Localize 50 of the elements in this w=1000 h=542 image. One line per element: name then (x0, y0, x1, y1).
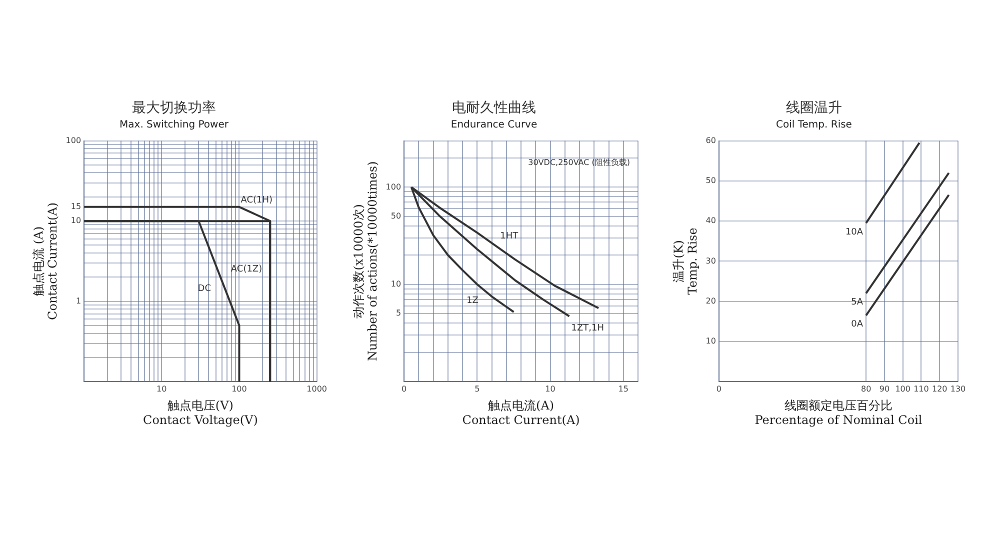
chart-subtitle: Max. Switching Power (120, 119, 230, 130)
y-tick-label: 60 (706, 136, 716, 145)
y-tick-label: 50 (706, 176, 716, 186)
y-axis-title: 触点电流 (A) Contact Current(A) (31, 202, 60, 320)
x-tick-label: 15 (618, 384, 628, 394)
x-tick-label: 130 (950, 384, 966, 394)
chart-title: 电耐久性曲线 (452, 100, 536, 116)
x-axis-title: 触点电流(A) Contact Current(A) (462, 398, 580, 427)
x-axis-title: 线圈额定电压百分比 Percentage of Nominal Coil (754, 398, 922, 427)
series-label: 0A (851, 320, 864, 330)
x-tick-label: 10 (156, 384, 167, 394)
x-tick-label: 100 (895, 384, 910, 394)
y-tick-label: 50 (390, 212, 402, 221)
y-axis-title: 动作次数(x10000次) Number of actions(*10000times) (351, 161, 380, 362)
y-tick-label: 5 (396, 308, 402, 318)
x-tick-label: 110 (914, 384, 929, 394)
y-tick-label: 15 (70, 202, 82, 212)
series-label: DC (198, 284, 211, 294)
series-label: 5A (851, 298, 864, 308)
series-label: 1ZT,1H (571, 324, 604, 334)
x-tick-label: 120 (932, 384, 948, 394)
annotation: 30VDC,250VAC (阻性负载) (528, 158, 630, 167)
x-axis-title: 触点电压(V) Contact Voltage(V) (143, 398, 258, 427)
y-tick-label: 30 (706, 256, 716, 266)
series-label: 1HT (500, 231, 519, 242)
y-tick-label: 40 (706, 216, 716, 226)
x-tick-label: 0 (716, 384, 722, 394)
y-tick-label: 1 (76, 296, 82, 306)
series-label: 10A (845, 227, 864, 238)
x-tick-label: 100 (232, 384, 247, 394)
y-tick-label: 100 (386, 182, 402, 192)
y-tick-label: 10 (390, 279, 402, 288)
y-axis-title: 温升(K) Temp. Rise (671, 228, 700, 295)
x-tick-label: 1000 (306, 384, 327, 394)
y-tick-label: 100 (66, 136, 82, 145)
chart-subtitle: Endurance Curve (450, 119, 538, 130)
x-tick-label: 5 (474, 384, 480, 394)
chart-title: 最大切换功率 (132, 100, 216, 116)
x-tick-label: 0 (402, 384, 407, 394)
x-tick-label: 90 (879, 384, 890, 394)
y-tick-label: 10 (70, 216, 82, 226)
series-label: 1Z (466, 296, 478, 306)
x-tick-label: 10 (545, 384, 556, 394)
chart-title: 线圈温升 (786, 100, 842, 116)
chart-subtitle: Coil Temp. Rise (776, 119, 852, 130)
y-tick-label: 10 (706, 336, 716, 346)
y-tick-label: 20 (706, 296, 716, 306)
x-tick-label: 80 (860, 384, 872, 394)
series-label: AC(1H) (240, 195, 273, 206)
series-label: AC(1Z) (230, 264, 262, 275)
